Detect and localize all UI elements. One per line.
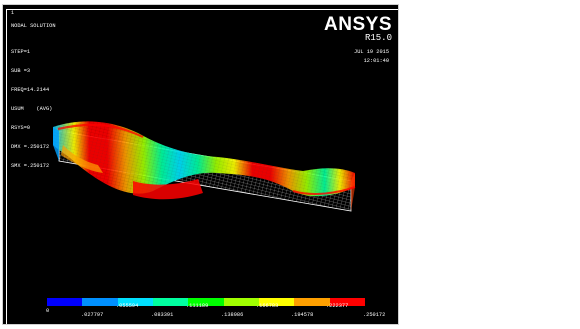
legend-color-4 bbox=[152, 298, 189, 306]
legend-label-250172: .250172 bbox=[363, 312, 386, 318]
legend-color-5 bbox=[188, 298, 224, 306]
info-usum: USUM (AVG) bbox=[11, 106, 53, 112]
legend-label-083391: .083391 bbox=[151, 312, 174, 318]
info-dmx: DMX =.250172 bbox=[11, 144, 50, 150]
legend-label-0: 0 bbox=[46, 308, 50, 314]
plot-title: NODAL SOLUTION bbox=[11, 23, 56, 29]
legend-color-3 bbox=[117, 298, 153, 306]
legend-color-9 bbox=[329, 298, 365, 306]
legend-label-055594: .055594 bbox=[116, 303, 139, 309]
version-label: R15.0 bbox=[364, 33, 392, 43]
legend-label-027797: .027797 bbox=[81, 312, 104, 318]
legend-label-222377: .222377 bbox=[326, 303, 349, 309]
info-sub: SUB =3 bbox=[11, 68, 31, 74]
legend-label-111189: .111189 bbox=[186, 303, 209, 309]
legend-color-8 bbox=[294, 298, 330, 306]
time-label: 12:01:40 bbox=[363, 58, 389, 64]
info-freq: FREQ=14.2144 bbox=[11, 87, 50, 93]
info-smx: SMX =.250172 bbox=[11, 163, 50, 169]
legend-color-1 bbox=[47, 298, 83, 306]
legend-color-6 bbox=[223, 298, 259, 306]
window-number: 1 bbox=[11, 10, 15, 16]
plot-frame bbox=[6, 9, 398, 324]
legend-label-138986: .138986 bbox=[221, 312, 244, 318]
legend-color-2 bbox=[82, 298, 118, 306]
deformed-beam-model[interactable] bbox=[3, 5, 399, 325]
legend-label-194578: .194578 bbox=[291, 312, 314, 318]
info-rsys: RSYS=0 bbox=[11, 125, 31, 131]
ansys-graphics-window[interactable]: 1 NODAL SOLUTION STEP=1 SUB =3 FREQ=14.2… bbox=[2, 4, 399, 325]
info-step: STEP=1 bbox=[11, 49, 31, 55]
ansys-logo: ANSYS bbox=[324, 14, 392, 35]
legend-color-7 bbox=[258, 298, 295, 306]
contour-legend-bar bbox=[47, 298, 365, 306]
date-label: JUL 19 2015 bbox=[354, 49, 389, 55]
solution-info: STEP=1 SUB =3 FREQ=14.2144 USUM (AVG) RS… bbox=[11, 37, 52, 182]
deformed-contour bbox=[53, 121, 356, 211]
legend-label-166783: .166783 bbox=[256, 303, 279, 309]
